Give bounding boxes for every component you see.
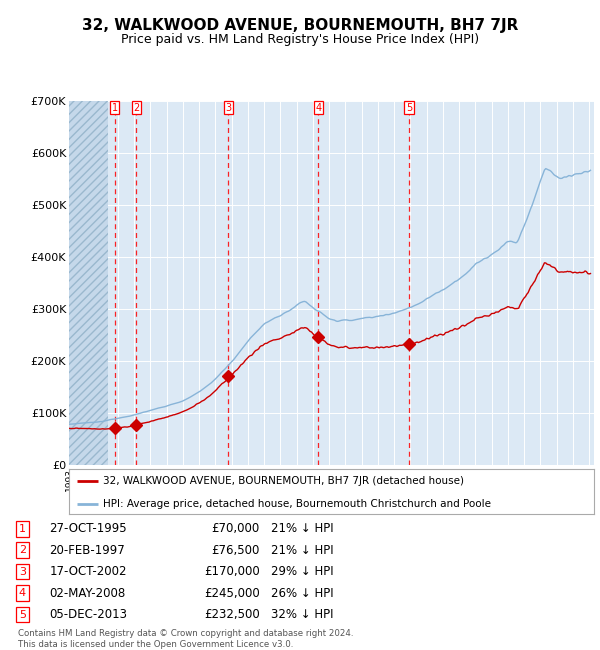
Text: Price paid vs. HM Land Registry's House Price Index (HPI): Price paid vs. HM Land Registry's House …	[121, 32, 479, 46]
Text: 2: 2	[19, 545, 26, 555]
Text: 2: 2	[133, 103, 139, 112]
Text: 20-FEB-1997: 20-FEB-1997	[49, 543, 125, 556]
Text: 1: 1	[112, 103, 118, 112]
Bar	[69, 101, 108, 465]
Text: 3: 3	[225, 103, 232, 112]
Text: £245,000: £245,000	[204, 586, 260, 599]
Text: 32% ↓ HPI: 32% ↓ HPI	[271, 608, 334, 621]
Text: 1: 1	[19, 524, 26, 534]
Text: Contains HM Land Registry data © Crown copyright and database right 2024.
This d: Contains HM Land Registry data © Crown c…	[18, 629, 353, 649]
Text: 26% ↓ HPI: 26% ↓ HPI	[271, 586, 334, 599]
Text: 4: 4	[315, 103, 321, 112]
Text: 21% ↓ HPI: 21% ↓ HPI	[271, 523, 334, 535]
Text: 21% ↓ HPI: 21% ↓ HPI	[271, 543, 334, 556]
Text: £232,500: £232,500	[204, 608, 260, 621]
Text: 05-DEC-2013: 05-DEC-2013	[49, 608, 127, 621]
Text: 29% ↓ HPI: 29% ↓ HPI	[271, 565, 334, 578]
Text: 3: 3	[19, 567, 26, 577]
Text: 5: 5	[19, 610, 26, 619]
Text: 32, WALKWOOD AVENUE, BOURNEMOUTH, BH7 7JR (detached house): 32, WALKWOOD AVENUE, BOURNEMOUTH, BH7 7J…	[103, 476, 464, 486]
Text: £170,000: £170,000	[204, 565, 260, 578]
Text: 32, WALKWOOD AVENUE, BOURNEMOUTH, BH7 7JR: 32, WALKWOOD AVENUE, BOURNEMOUTH, BH7 7J…	[82, 18, 518, 33]
Text: HPI: Average price, detached house, Bournemouth Christchurch and Poole: HPI: Average price, detached house, Bour…	[103, 499, 491, 509]
Text: 4: 4	[19, 588, 26, 598]
Text: 02-MAY-2008: 02-MAY-2008	[49, 586, 125, 599]
Text: £76,500: £76,500	[211, 543, 260, 556]
Text: 27-OCT-1995: 27-OCT-1995	[49, 523, 127, 535]
Text: £70,000: £70,000	[211, 523, 260, 535]
Text: 17-OCT-2002: 17-OCT-2002	[49, 565, 127, 578]
Text: 5: 5	[406, 103, 412, 112]
